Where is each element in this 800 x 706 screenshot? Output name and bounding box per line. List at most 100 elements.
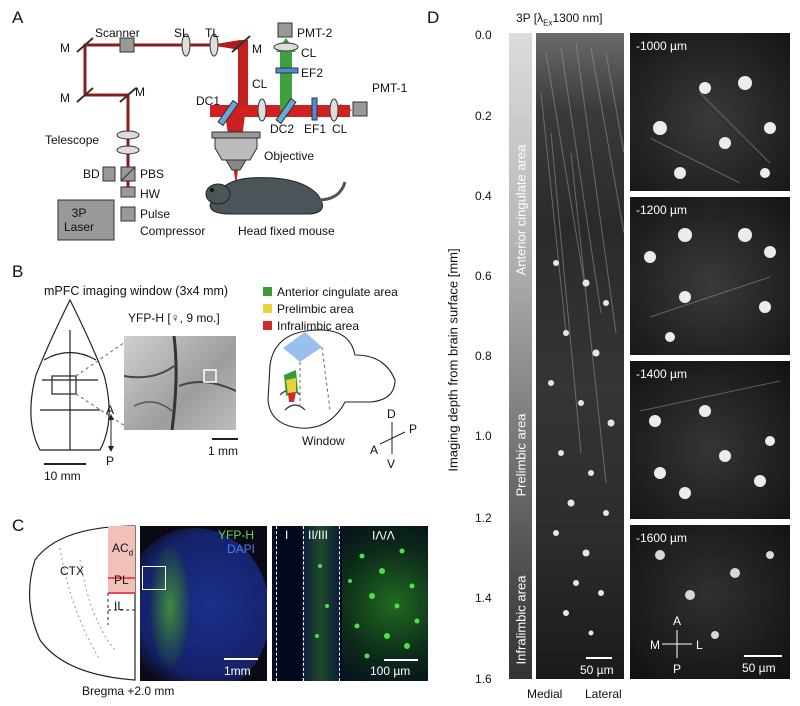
depth-label-1000: -1000 µm <box>636 39 687 53</box>
compass-m: M <box>650 638 660 652</box>
cl-label-mid: CL <box>252 77 268 91</box>
mirror-label-3: M <box>60 91 70 105</box>
column-texture <box>540 42 624 636</box>
telescope-label: Telescope <box>45 133 100 147</box>
legend: Anterior cingulate area Prelimbic area I… <box>263 283 398 334</box>
section-image: YFP-H DAPI 1mm <box>140 526 267 681</box>
compass-a: A <box>106 403 115 417</box>
compass-d: D <box>387 407 396 421</box>
depth-image-1200: -1200 µm <box>630 197 790 355</box>
cl-label-top: CL <box>301 46 317 60</box>
tick-1: 0.2 <box>475 109 492 123</box>
legend-item-il: Infralimbic area <box>263 317 398 334</box>
legend-swatch <box>263 287 272 296</box>
legend-item-acc: Anterior cingulate area <box>263 283 398 300</box>
depth-label-1400: -1400 µm <box>636 367 687 381</box>
acc-label: ACd <box>112 541 134 558</box>
bregma-label: Bregma +2.0 mm <box>82 684 175 698</box>
panel-b-label: B <box>12 262 24 281</box>
window-title: mPFC imaging window (3x4 mm) <box>44 284 229 298</box>
depth-image-1400: -1400 µm <box>630 361 790 519</box>
legend-swatch <box>263 321 272 330</box>
tick-0: 0.0 <box>475 28 492 42</box>
pulse-label: Pulse <box>140 207 171 221</box>
zoom-scale-label: 100 µm <box>370 664 411 678</box>
laser-label: 3P Laser <box>64 206 95 234</box>
zoom-image: I II/III V/VI 100 µm <box>272 526 428 681</box>
compass-p2: P <box>409 422 418 436</box>
compass-p: P <box>673 662 682 676</box>
mirror-label-2: M <box>60 41 70 55</box>
ctx-label: CTX <box>60 564 84 578</box>
section-roi-box <box>142 566 166 590</box>
ef2-label: EF2 <box>301 66 324 80</box>
legend-item-pl: Prelimbic area <box>263 300 398 317</box>
yfp-h-label: YFP-H <box>218 528 254 542</box>
compass-l: L <box>696 638 703 652</box>
panel-a-label: A <box>12 8 24 27</box>
dc2-label: DC2 <box>270 122 295 136</box>
bd-label: BD <box>83 167 100 181</box>
column-scale-bar <box>586 657 612 659</box>
compressor-label: Compressor <box>140 224 206 238</box>
layer-line <box>303 526 304 681</box>
panel-c-label: C <box>12 516 25 535</box>
pbs-label: PBS <box>140 167 165 181</box>
legend-label: Infralimbic area <box>277 318 360 333</box>
mirror-label-1: M <box>252 42 262 56</box>
vessel-image <box>124 336 236 430</box>
coronal-section-drawing <box>28 525 136 681</box>
depth-label-1600: -1600 µm <box>636 531 687 545</box>
depth-axis-label: Imaging depth from brain surface [mm] <box>445 248 461 472</box>
window-label: Window <box>302 434 345 448</box>
lateral-label: Lateral <box>585 687 622 701</box>
area-il: Infralimbic area <box>513 575 529 665</box>
layer-label-2: II/III <box>308 528 329 542</box>
pmt2-label: PMT-2 <box>297 26 333 40</box>
area-acc: Anterior cingulate area <box>513 144 529 276</box>
scanner-label: Scanner <box>95 26 140 40</box>
depth-scale-label: 50 µm <box>742 661 776 675</box>
cell-dots <box>315 548 420 659</box>
il-label: IL <box>114 599 125 613</box>
panel-b-drawings <box>30 298 406 465</box>
area-pl: Prelimbic area <box>513 413 529 497</box>
orientation-compass <box>662 630 692 658</box>
panel-d-label: D <box>427 8 440 27</box>
yfp-label: YFP-H [♀, 9 mo.] <box>128 311 220 325</box>
mirror-label-4: M <box>135 85 145 99</box>
tl-label: TL <box>205 26 220 40</box>
legend-label: Anterior cingulate area <box>277 284 398 299</box>
layer-line <box>339 526 340 681</box>
compass-a: A <box>673 614 682 628</box>
optical-beam-diagram <box>57 22 368 241</box>
area-gradient-bar <box>509 33 532 679</box>
pmt1-label: PMT-1 <box>372 81 408 95</box>
section-scale-bar <box>224 658 258 660</box>
depth-scale-bar <box>744 655 782 657</box>
dc1-label: DC1 <box>196 94 221 108</box>
tick-4: 0.8 <box>475 349 492 363</box>
compass-v: V <box>387 457 396 471</box>
depth-column-image: 50 µm <box>536 33 624 679</box>
medial-label: Medial <box>527 687 563 701</box>
pl-label: PL <box>114 573 129 587</box>
section-scale-label: 1mm <box>224 664 251 678</box>
depth-image-1000: -1000 µm <box>630 33 790 191</box>
compass-p: P <box>106 454 115 468</box>
compass-a2: A <box>370 443 379 457</box>
ef1-label: EF1 <box>304 122 327 136</box>
layer-label-1: I <box>285 528 289 542</box>
tick-5: 1.0 <box>475 429 492 443</box>
depth-label-1200: -1200 µm <box>636 203 687 217</box>
tick-3: 0.6 <box>475 269 492 283</box>
zoom-scale-bar <box>384 659 418 661</box>
depth-image-1600: -1600 µm A P M L 50 µm <box>630 525 790 679</box>
hw-label: HW <box>140 187 160 201</box>
tick-6: 1.2 <box>475 511 492 525</box>
cl-label-right: CL <box>332 122 348 136</box>
column-scale-label: 50 µm <box>580 663 614 677</box>
tick-8: 1.6 <box>475 672 492 686</box>
panel-d-title: 3P [λEx1300 nm] <box>516 11 603 28</box>
tick-7: 1.4 <box>475 591 492 605</box>
